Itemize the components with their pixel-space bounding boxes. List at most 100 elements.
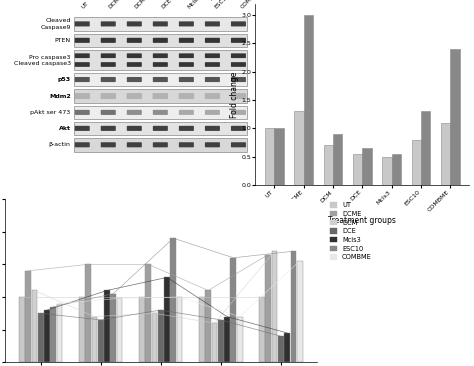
FancyBboxPatch shape: [205, 142, 220, 147]
FancyBboxPatch shape: [73, 34, 247, 47]
Text: Akt: Akt: [59, 126, 71, 131]
FancyBboxPatch shape: [75, 53, 90, 58]
Bar: [421, 111, 430, 185]
FancyBboxPatch shape: [179, 126, 194, 131]
Text: COMBME: COMBME: [240, 0, 262, 10]
FancyBboxPatch shape: [179, 38, 194, 43]
Bar: [324, 145, 333, 185]
FancyBboxPatch shape: [127, 126, 142, 131]
FancyBboxPatch shape: [179, 93, 194, 99]
Y-axis label: Fold change: Fold change: [229, 71, 238, 117]
FancyBboxPatch shape: [127, 53, 142, 58]
FancyBboxPatch shape: [101, 62, 116, 67]
Bar: [237, 317, 243, 362]
FancyBboxPatch shape: [73, 50, 247, 70]
Bar: [224, 317, 230, 362]
FancyBboxPatch shape: [73, 89, 247, 103]
FancyBboxPatch shape: [179, 53, 194, 58]
Bar: [98, 320, 103, 362]
FancyBboxPatch shape: [153, 62, 168, 67]
FancyBboxPatch shape: [179, 21, 194, 26]
X-axis label: Treatment groups: Treatment groups: [328, 216, 396, 225]
Bar: [205, 291, 211, 362]
FancyBboxPatch shape: [153, 77, 168, 82]
Bar: [79, 297, 85, 362]
FancyBboxPatch shape: [231, 77, 246, 82]
Bar: [25, 271, 31, 362]
FancyBboxPatch shape: [127, 21, 142, 26]
Bar: [218, 320, 224, 362]
FancyBboxPatch shape: [205, 62, 220, 67]
Text: DCME: DCME: [108, 0, 123, 10]
Bar: [441, 123, 450, 185]
FancyBboxPatch shape: [101, 53, 116, 58]
FancyBboxPatch shape: [231, 142, 246, 147]
Bar: [164, 277, 170, 362]
FancyBboxPatch shape: [127, 110, 142, 115]
Bar: [50, 307, 56, 362]
Bar: [382, 157, 392, 185]
FancyBboxPatch shape: [100, 93, 116, 99]
Text: pAkt ser 473: pAkt ser 473: [30, 110, 71, 115]
Bar: [392, 154, 401, 185]
Bar: [146, 264, 151, 362]
Bar: [117, 298, 122, 362]
FancyBboxPatch shape: [75, 77, 90, 82]
Bar: [171, 238, 176, 362]
Text: Pro caspase3
Cleaved caspase3: Pro caspase3 Cleaved caspase3: [14, 55, 71, 66]
Text: ESC10: ESC10: [213, 0, 230, 10]
Bar: [85, 264, 91, 362]
Text: PTEN: PTEN: [55, 38, 71, 43]
FancyBboxPatch shape: [153, 21, 168, 26]
FancyBboxPatch shape: [73, 17, 247, 31]
FancyBboxPatch shape: [101, 110, 116, 115]
Bar: [110, 294, 116, 362]
Bar: [353, 154, 362, 185]
FancyBboxPatch shape: [231, 110, 246, 115]
Bar: [19, 297, 25, 362]
FancyBboxPatch shape: [205, 93, 220, 99]
FancyBboxPatch shape: [73, 122, 247, 135]
Text: β-actin: β-actin: [49, 142, 71, 147]
Text: p53: p53: [57, 77, 71, 82]
FancyBboxPatch shape: [231, 126, 246, 131]
FancyBboxPatch shape: [75, 110, 90, 115]
Bar: [265, 254, 271, 362]
FancyBboxPatch shape: [205, 53, 220, 58]
FancyBboxPatch shape: [75, 21, 90, 26]
FancyBboxPatch shape: [127, 38, 142, 43]
FancyBboxPatch shape: [101, 21, 116, 26]
FancyBboxPatch shape: [153, 142, 168, 147]
FancyBboxPatch shape: [75, 126, 90, 131]
Bar: [230, 258, 236, 362]
FancyBboxPatch shape: [179, 110, 194, 115]
FancyBboxPatch shape: [127, 93, 142, 99]
Text: Cleaved
Caspase9: Cleaved Caspase9: [40, 18, 71, 30]
FancyBboxPatch shape: [231, 62, 246, 67]
FancyBboxPatch shape: [205, 77, 220, 82]
FancyBboxPatch shape: [153, 126, 168, 131]
Bar: [284, 333, 290, 362]
Legend: UT, DCME, DCM, DCE, Mcls3, ESC10, COMBME: UT, DCME, DCM, DCE, Mcls3, ESC10, COMBME: [330, 202, 372, 260]
Bar: [158, 310, 164, 362]
FancyBboxPatch shape: [74, 93, 90, 99]
Bar: [38, 313, 44, 362]
Bar: [450, 49, 459, 185]
Bar: [265, 128, 274, 185]
Bar: [177, 297, 182, 362]
Bar: [333, 134, 342, 185]
FancyBboxPatch shape: [205, 38, 220, 43]
FancyBboxPatch shape: [75, 142, 90, 147]
Bar: [139, 297, 145, 362]
Text: DCM: DCM: [134, 0, 147, 10]
Bar: [44, 310, 50, 362]
FancyBboxPatch shape: [179, 62, 194, 67]
FancyBboxPatch shape: [205, 110, 220, 115]
FancyBboxPatch shape: [231, 93, 246, 99]
FancyBboxPatch shape: [127, 142, 142, 147]
FancyBboxPatch shape: [101, 126, 116, 131]
Bar: [104, 291, 110, 362]
FancyBboxPatch shape: [179, 142, 194, 147]
FancyBboxPatch shape: [101, 38, 116, 43]
FancyBboxPatch shape: [153, 110, 168, 115]
